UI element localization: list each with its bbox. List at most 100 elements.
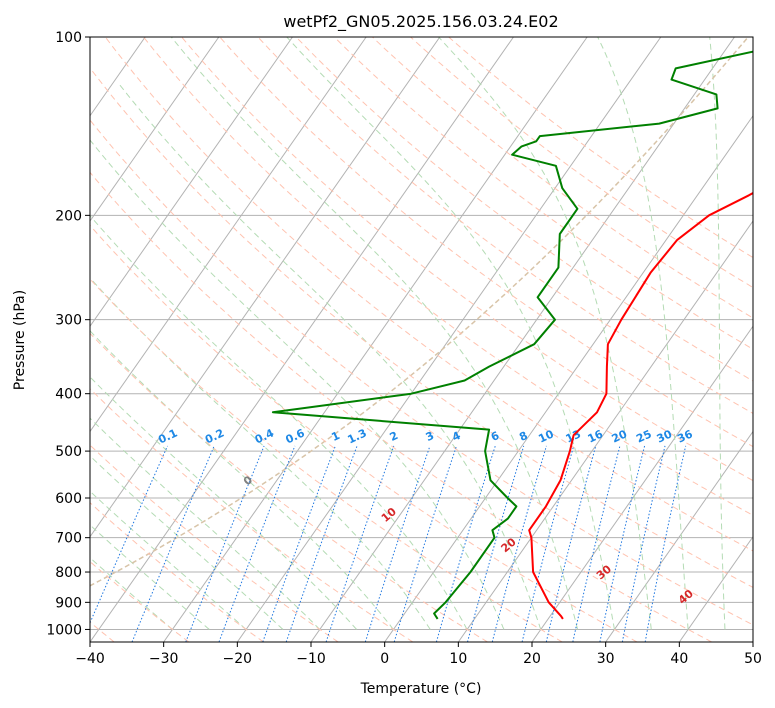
mixing-ratio-line bbox=[521, 445, 575, 642]
isotherm-line bbox=[678, 535, 753, 642]
dry-adiabat-line bbox=[104, 37, 753, 552]
y-tick-label: 200 bbox=[55, 208, 82, 224]
x-tick-label: −30 bbox=[149, 651, 179, 667]
y-tick-label: 700 bbox=[55, 531, 82, 547]
y-tick-label: 100 bbox=[55, 30, 82, 46]
isotherm-line bbox=[90, 37, 441, 538]
mixing-ratio-line bbox=[262, 445, 336, 642]
x-tick-label: 0 bbox=[380, 651, 389, 667]
moist-adiabat-line bbox=[597, 37, 689, 630]
isotherm-line bbox=[457, 220, 753, 642]
dry-adiabat-line bbox=[90, 444, 339, 642]
dry-adiabat-line bbox=[219, 37, 753, 448]
isotherm-line bbox=[236, 37, 662, 642]
mixing-ratio-line bbox=[218, 445, 296, 642]
y-tick-label: 500 bbox=[55, 444, 82, 460]
dewpoint-line bbox=[271, 50, 753, 620]
mixing-ratio-line bbox=[364, 445, 431, 642]
mixing-ratio-line bbox=[644, 445, 687, 642]
y-tick-label: 900 bbox=[55, 595, 82, 611]
dry-adiabat-line bbox=[257, 37, 753, 414]
isopleth-labels: 0.10.20.40.611.32346810131620253036-100-… bbox=[156, 426, 696, 607]
dry-adiabat-line bbox=[90, 119, 753, 626]
temperature-line bbox=[528, 191, 753, 620]
moist-adiabat-line bbox=[170, 37, 579, 630]
x-tick-label: 50 bbox=[744, 651, 762, 667]
mixing-ratio-line bbox=[90, 445, 168, 625]
mixing-ratio-line bbox=[325, 445, 395, 642]
mixing-ratio-line bbox=[185, 445, 265, 642]
mixing-ratio-line bbox=[435, 445, 496, 642]
y-tick-label: 300 bbox=[55, 313, 82, 329]
moist-adiabat-line bbox=[90, 556, 173, 630]
mixing-ratio-line bbox=[131, 445, 215, 642]
x-tick-label: −10 bbox=[296, 651, 326, 667]
isotherm-line bbox=[90, 37, 293, 328]
dry-adiabat-line bbox=[295, 37, 753, 382]
background-grid bbox=[90, 37, 753, 642]
dry-adiabats bbox=[90, 37, 753, 642]
x-tick-label: −20 bbox=[223, 651, 253, 667]
dry-adiabat-line bbox=[90, 171, 712, 642]
isotherm-line bbox=[531, 325, 753, 642]
x-axis-ticks: −40 −30 −20 −10 0 10 20 30 40 50 bbox=[75, 642, 762, 667]
y-axis-ticks: 100 200 300 400 500 600 700 800 900 1000 bbox=[46, 30, 90, 638]
mixing-ratio-line bbox=[545, 445, 597, 642]
reference-curve bbox=[90, 37, 749, 587]
moist-adiabat-line bbox=[90, 214, 468, 630]
mixing-ratio-label: 30 bbox=[655, 427, 675, 445]
dry-adiabat-line bbox=[143, 37, 753, 516]
isotherm-line bbox=[90, 37, 367, 433]
mixing-ratio-lines bbox=[90, 445, 687, 642]
mixing-ratio-line bbox=[491, 445, 547, 642]
dry-adiabat-line bbox=[90, 67, 753, 588]
moist-adiabat-line bbox=[118, 83, 542, 630]
dry-adiabat-line bbox=[90, 388, 414, 642]
mixing-ratio-line bbox=[572, 445, 621, 642]
dry-adiabat-line bbox=[90, 332, 488, 642]
mixing-ratio-label: 16 bbox=[586, 427, 606, 445]
mixing-ratio-label: 25 bbox=[634, 427, 653, 445]
mixing-ratio-line bbox=[621, 445, 666, 642]
mixing-ratio-line bbox=[467, 445, 525, 642]
y-axis-label: Pressure (hPa) bbox=[12, 290, 28, 390]
moist-adiabat-line bbox=[90, 490, 247, 630]
moist-adiabat-line bbox=[90, 417, 321, 630]
isotherm-line bbox=[90, 37, 514, 642]
moist-adiabat-line bbox=[438, 37, 652, 630]
dry-adiabat-line bbox=[410, 37, 753, 289]
y-tick-label: 600 bbox=[55, 491, 82, 507]
moist-adiabat-line bbox=[286, 37, 615, 630]
dry-adiabat-line bbox=[90, 224, 638, 642]
isotherm-line bbox=[310, 37, 735, 642]
mixing-ratio-label: 20 bbox=[610, 427, 630, 445]
x-axis-label: Temperature (°C) bbox=[360, 681, 482, 697]
moist-adiabats bbox=[90, 37, 749, 630]
dry-adiabat-line bbox=[90, 502, 264, 642]
chart-title: wetPf2_GN05.2025.156.03.24.E02 bbox=[283, 12, 558, 32]
y-tick-label: 1000 bbox=[46, 622, 82, 638]
mixing-ratio-line bbox=[393, 445, 457, 642]
x-tick-label: 20 bbox=[523, 651, 541, 667]
mixing-ratio-label: 10 bbox=[536, 427, 556, 445]
isotherm-line bbox=[90, 37, 220, 222]
isotherm-line bbox=[163, 37, 588, 642]
sounding-series bbox=[271, 50, 753, 620]
moist-adiabat-line bbox=[90, 524, 210, 630]
y-tick-label: 800 bbox=[55, 565, 82, 581]
isotherm-line bbox=[384, 114, 753, 642]
dry-adiabat-line bbox=[90, 278, 563, 642]
x-tick-label: 40 bbox=[670, 651, 688, 667]
mixing-ratio-line bbox=[285, 445, 358, 642]
y-tick-label: 400 bbox=[55, 387, 82, 403]
moist-adiabat-line bbox=[90, 277, 431, 630]
x-tick-label: 30 bbox=[597, 651, 615, 667]
x-tick-label: −40 bbox=[75, 651, 105, 667]
moist-adiabat-line bbox=[90, 139, 505, 630]
plot-frame bbox=[89, 36, 754, 643]
mixing-ratio-line bbox=[599, 445, 646, 642]
isotherm-line bbox=[605, 430, 753, 642]
moist-adiabat-line bbox=[709, 37, 726, 630]
x-tick-label: 10 bbox=[449, 651, 467, 667]
